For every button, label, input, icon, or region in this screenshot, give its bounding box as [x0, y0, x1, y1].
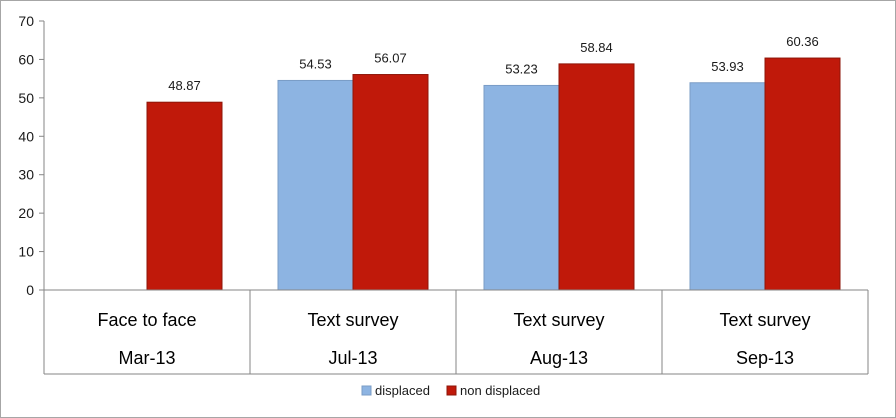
- category-date-label: Aug-13: [530, 348, 588, 368]
- category-method-label: Text survey: [513, 310, 604, 330]
- category-date-label: Sep-13: [736, 348, 794, 368]
- y-tick-label: 50: [18, 90, 34, 106]
- y-tick-label: 10: [18, 244, 34, 260]
- y-tick-label: 0: [26, 282, 34, 298]
- category-method-label: Text survey: [307, 310, 398, 330]
- bar-non-displaced-3: [764, 57, 841, 291]
- bar-displaced-1: [277, 79, 354, 291]
- data-label: 58.84: [580, 40, 613, 55]
- data-label: 48.87: [168, 78, 201, 93]
- bar-displaced-3: [689, 82, 766, 291]
- y-tick-label: 40: [18, 128, 34, 144]
- data-label: 53.93: [711, 59, 744, 74]
- bar-displaced-2: [483, 84, 560, 291]
- legend-swatch-non-displaced: [446, 385, 457, 396]
- bar-non-displaced-2: [558, 63, 635, 291]
- data-label: 56.07: [374, 51, 407, 66]
- y-tick-label: 70: [18, 13, 34, 29]
- y-tick-label: 30: [18, 167, 34, 183]
- category-date-label: Jul-13: [328, 348, 377, 368]
- legend-label: displaced: [375, 383, 430, 398]
- y-tick-label: 60: [18, 51, 34, 67]
- legend-label: non displaced: [460, 383, 540, 398]
- category-method-label: Face to face: [97, 310, 196, 330]
- y-tick-label: 20: [18, 205, 34, 221]
- category-method-label: Text survey: [719, 310, 810, 330]
- data-label: 60.36: [786, 34, 819, 49]
- bar-non-displaced-0: [146, 101, 223, 291]
- legend-swatch-displaced: [361, 385, 372, 396]
- data-label: 54.53: [299, 56, 332, 71]
- bar-non-displaced-1: [352, 74, 429, 291]
- data-label: 53.23: [505, 61, 538, 76]
- category-date-label: Mar-13: [118, 348, 175, 368]
